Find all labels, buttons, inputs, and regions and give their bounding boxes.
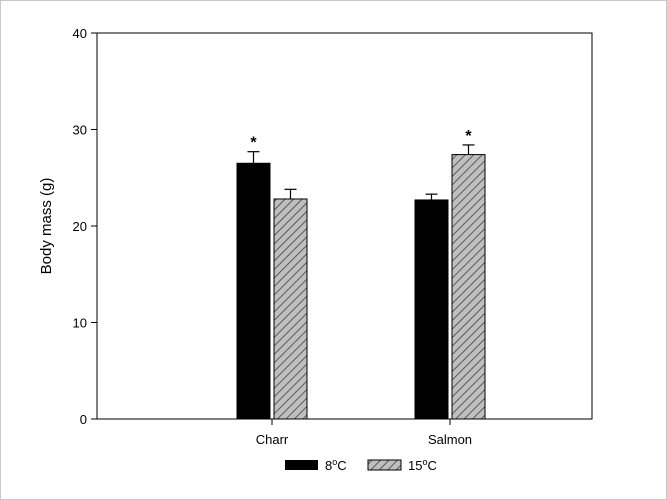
bar <box>236 162 271 420</box>
bar <box>273 198 308 420</box>
y-tick-label: 0 <box>80 412 87 427</box>
x-tick-label: Charr <box>256 432 289 447</box>
plot-area <box>96 32 593 420</box>
y-tick-label: 40 <box>73 26 87 41</box>
x-tick-label: Salmon <box>428 432 472 447</box>
y-axis: 0 10 20 30 40 <box>73 26 97 427</box>
bar-series: * * <box>236 128 486 420</box>
significance-marker: * <box>250 135 257 152</box>
x-axis: Charr Salmon <box>256 419 472 447</box>
bar <box>414 199 449 420</box>
y-tick-label: 20 <box>73 219 87 234</box>
significance-marker: * <box>465 128 472 145</box>
legend-label-15c: 15oC <box>408 457 437 473</box>
legend-swatch-8c <box>285 460 318 470</box>
y-tick-label: 30 <box>73 123 87 138</box>
bar <box>451 154 486 420</box>
legend-swatch-15c <box>367 459 402 471</box>
legend-label-8c: 8oC <box>325 457 347 473</box>
y-tick-label: 10 <box>73 316 87 331</box>
legend: 8oC 15oC <box>285 457 437 473</box>
y-axis-title: Body mass (g) <box>38 178 55 275</box>
